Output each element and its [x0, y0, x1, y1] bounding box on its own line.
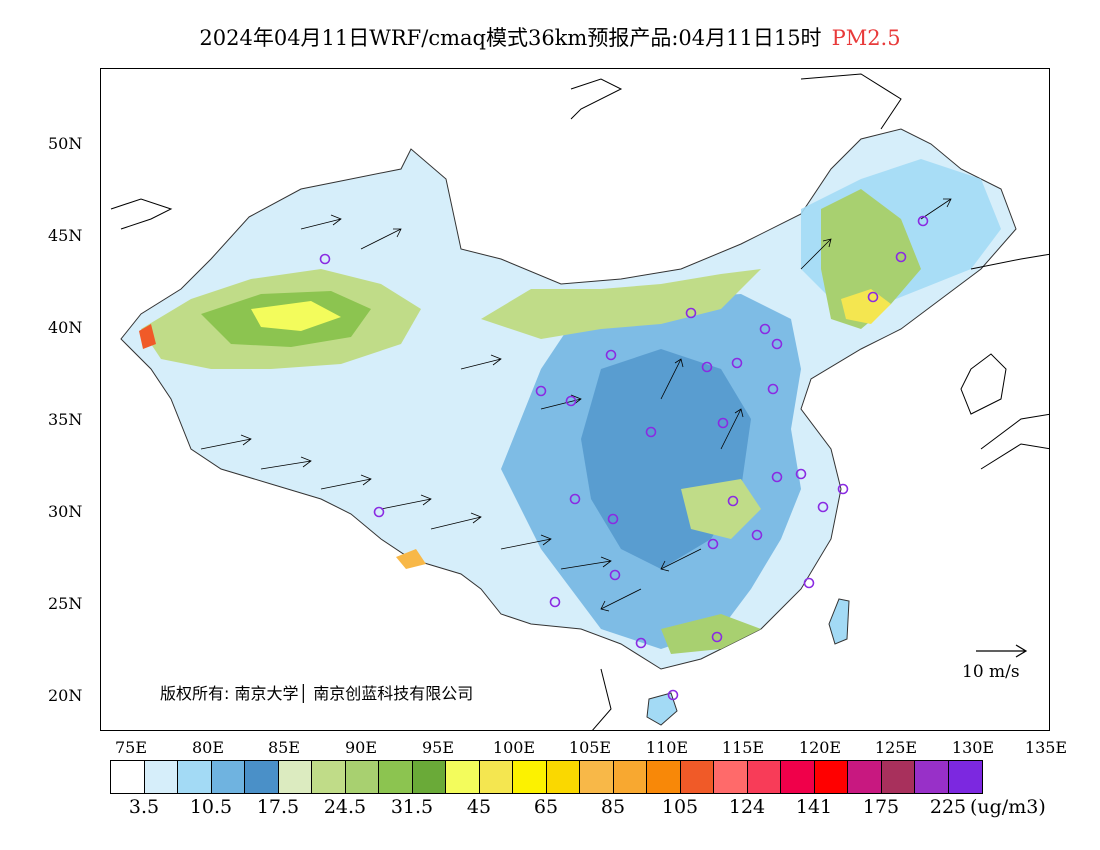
legend-swatch-4	[245, 761, 279, 793]
legend-swatch-23	[881, 761, 915, 793]
legend-label: 85	[600, 796, 626, 818]
lat-label-45n: 45N	[48, 226, 83, 245]
legend-swatch-0	[111, 761, 145, 793]
region-yellow-west	[251, 301, 341, 331]
legend-label: 141	[795, 796, 833, 818]
legend-unit: (ug/m3)	[970, 796, 1046, 818]
legend-label: 65	[533, 796, 559, 818]
wind-vectors	[200, 198, 952, 612]
legend-color-bar	[110, 760, 983, 794]
legend-swatch-15	[613, 761, 647, 793]
region-hotspot-kashgar	[139, 324, 156, 349]
lat-label-30n: 30N	[48, 502, 83, 521]
legend-label: 175	[862, 796, 900, 818]
lon-label-90e: 90E	[344, 738, 378, 757]
city-markers	[319, 215, 929, 701]
legend-swatch-11	[479, 761, 513, 793]
legend-swatch-2	[178, 761, 212, 793]
hainan	[646, 692, 678, 726]
legend-swatch-16	[647, 761, 681, 793]
lat-label-25n: 25N	[48, 594, 83, 613]
map-title: 2024年04月11日WRF/cmaq模式36km预报产品:04月11日15时 P…	[0, 22, 1100, 52]
legend-label: 124	[728, 796, 766, 818]
map-frame	[100, 68, 1050, 731]
region-green-northeast	[821, 189, 921, 329]
legend-swatch-14	[580, 761, 614, 793]
legend-swatch-24	[915, 761, 949, 793]
legend-swatch-19	[747, 761, 781, 793]
lon-label-130e: 130E	[951, 738, 995, 757]
legend-swatch-7	[345, 761, 379, 793]
region-green-north	[481, 269, 761, 339]
title-pollutant: PM2.5	[831, 26, 901, 50]
region-yellow-tibet	[396, 549, 426, 569]
lon-label-115e: 115E	[721, 738, 765, 757]
legend-swatch-21	[814, 761, 848, 793]
lon-label-120e: 120E	[798, 738, 842, 757]
legend-swatch-22	[848, 761, 882, 793]
lon-label-85e: 85E	[267, 738, 301, 757]
legend-label: 225	[929, 796, 967, 818]
lat-label-50n: 50N	[48, 134, 83, 153]
pm25-map	[110, 73, 1049, 730]
legend-label: 45	[466, 796, 492, 818]
lon-label-75e: 75E	[114, 738, 148, 757]
legend-label: 10.5	[189, 796, 233, 818]
lon-label-95e: 95E	[421, 738, 455, 757]
legend-swatch-10	[446, 761, 480, 793]
legend-label: 31.5	[390, 796, 434, 818]
legend-swatch-1	[144, 761, 178, 793]
lon-label-80e: 80E	[191, 738, 225, 757]
wind-reference-arrow	[976, 644, 1028, 658]
lat-label-20n: 20N	[48, 686, 83, 705]
lon-label-110e: 110E	[645, 738, 689, 757]
legend-swatch-3	[211, 761, 245, 793]
legend-label: 17.5	[256, 796, 300, 818]
legend-swatch-17	[680, 761, 714, 793]
lon-label-105e: 105E	[568, 738, 612, 757]
lat-label-40n: 40N	[48, 318, 83, 337]
legend-swatch-13	[546, 761, 580, 793]
legend-swatch-9	[412, 761, 446, 793]
taiwan	[828, 598, 850, 645]
lon-label-100e: 100E	[492, 738, 536, 757]
legend-swatch-5	[278, 761, 312, 793]
legend-label: 105	[661, 796, 699, 818]
region-green-south	[661, 614, 761, 654]
legend-swatch-8	[379, 761, 413, 793]
neighbor-coastlines	[110, 73, 1049, 730]
legend-label: 3.5	[128, 796, 160, 818]
region-green-central	[681, 479, 761, 539]
legend-swatch-18	[714, 761, 748, 793]
region-yellow-northeast	[841, 289, 891, 324]
lat-label-35n: 35N	[48, 410, 83, 429]
legend-swatch-20	[781, 761, 815, 793]
legend-swatch-25	[948, 761, 982, 793]
lon-label-125e: 125E	[874, 738, 918, 757]
legend-label: 24.5	[323, 796, 367, 818]
title-main: 2024年04月11日WRF/cmaq模式36km预报产品:04月11日15时	[199, 26, 822, 50]
legend-swatch-12	[513, 761, 547, 793]
copyright-text: 版权所有: 南京大学│ 南京创蓝科技有限公司	[160, 684, 474, 703]
wind-reference-label: 10 m/s	[962, 662, 1020, 682]
concentration-field	[120, 128, 1017, 726]
legend-swatch-6	[312, 761, 346, 793]
lon-label-135e: 135E	[1024, 738, 1068, 757]
